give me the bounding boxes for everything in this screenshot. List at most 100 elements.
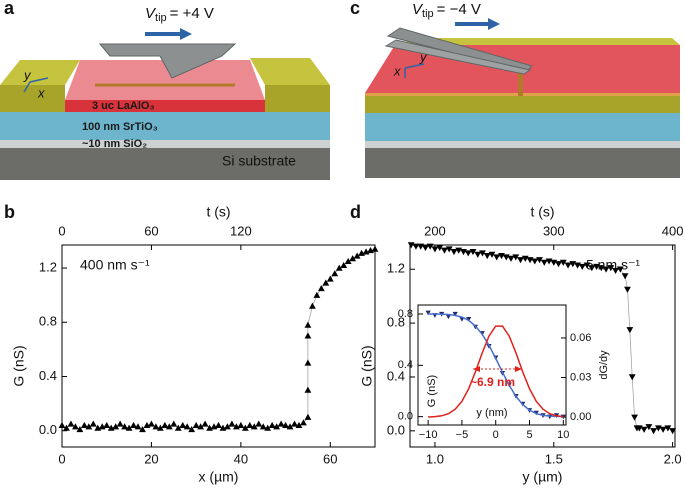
data-point: [259, 423, 267, 430]
x-tick-label: 1.0: [426, 451, 444, 466]
data-point: [277, 420, 285, 427]
y-tick-label: 0.8: [387, 315, 405, 330]
tip-symbol: V: [145, 5, 157, 22]
data-point: [531, 258, 539, 265]
data-point: [304, 332, 312, 339]
data-point: [116, 420, 124, 427]
x2-tick-label: 300: [543, 223, 565, 238]
data-point: [445, 246, 453, 253]
arrow-head: [515, 366, 522, 372]
data-point: [170, 420, 178, 427]
x-tick-label: 5: [526, 429, 532, 441]
axis-letter: y: [23, 67, 32, 82]
schematic-c: c Vtip = −4 V y x: [350, 0, 680, 178]
tip-subscript: tip: [422, 8, 434, 20]
data-point: [295, 421, 303, 429]
tip-symbol: V: [412, 1, 424, 18]
y-tick-label: 0.0: [39, 422, 57, 437]
data-point: [536, 257, 543, 264]
data-point: [659, 426, 667, 433]
data-point: [130, 421, 137, 429]
data-point: [250, 423, 258, 430]
schematic-a: a Vtip = +4 V y x 3 uc LaAlO₃ 100 nm SrTi…: [0, 0, 330, 180]
x2-tick-label: 120: [230, 223, 252, 238]
x-axis-label: y (nm): [476, 407, 507, 419]
data-point: [89, 420, 97, 427]
tip-value: = +4 V: [170, 5, 214, 22]
data-point: [264, 424, 272, 431]
data-point: [422, 244, 429, 252]
y-tick-label: 0.4: [39, 368, 57, 383]
data-point: [349, 255, 357, 262]
data-point: [607, 265, 615, 272]
x-tick-label: 60: [323, 451, 337, 466]
arrow-head: [473, 366, 480, 372]
annotation: ~6.9 nm: [470, 375, 515, 389]
data-point: [555, 261, 562, 268]
x-tick-label: 0: [493, 429, 499, 441]
x-tick-label: 20: [144, 451, 158, 466]
data-point: [188, 425, 196, 433]
data-point: [309, 302, 316, 309]
panel-label: d: [350, 202, 361, 222]
data-point: [436, 244, 444, 252]
data-point: [304, 321, 312, 328]
data-point: [517, 257, 524, 264]
data-point: [246, 421, 254, 429]
y2-tick-label: 0.06: [570, 332, 591, 344]
data-point: [488, 251, 496, 258]
y-tick-label: 0.0: [398, 411, 413, 423]
data-point: [317, 284, 325, 292]
y2-tick-label: 0.03: [570, 371, 591, 383]
x-tick-label: 10: [557, 429, 569, 441]
tip-value: = −4 V: [437, 1, 481, 18]
data-point: [464, 250, 472, 257]
data-point: [304, 359, 312, 366]
data-point: [559, 259, 567, 266]
data-point: [450, 249, 458, 256]
series-line: [428, 325, 564, 418]
x-tick-label: 1.5: [545, 451, 563, 466]
data-point: [340, 261, 348, 269]
data-point: [134, 423, 142, 430]
layer-label: ~10 nm SiO₂: [82, 138, 147, 150]
panel-label: a: [4, 0, 15, 18]
data-point: [335, 264, 343, 271]
y-tick-label: 0.8: [398, 308, 413, 320]
series-line: [428, 313, 564, 418]
data-point: [452, 311, 458, 317]
y-tick-label: 1.2: [39, 259, 57, 274]
x-tick-label: 40: [234, 451, 248, 466]
data-point: [273, 423, 281, 430]
data-point: [304, 413, 312, 420]
data-point: [291, 420, 298, 427]
data-point: [493, 254, 501, 261]
data-point: [650, 428, 658, 435]
x-tick-label: 0: [58, 451, 65, 466]
data-point: [507, 255, 515, 262]
plot-frame: [417, 304, 567, 426]
data-point: [469, 249, 477, 256]
data-point: [474, 251, 482, 258]
plot-frame: [61, 244, 376, 448]
axis-letter: y: [419, 49, 428, 64]
data-point: [540, 259, 548, 266]
data-point: [353, 252, 361, 259]
data-point: [322, 279, 330, 286]
x-tick-label: −10: [419, 429, 438, 441]
data-point: [578, 263, 586, 270]
data-point: [326, 275, 334, 282]
data-point: [112, 423, 120, 430]
y-tick-label: 0.8: [39, 314, 57, 329]
data-point: [331, 270, 339, 277]
data-point: [282, 421, 289, 429]
x2-tick-label: 0: [58, 223, 65, 238]
x2-axis-label: t (s): [530, 204, 554, 220]
data-point: [631, 414, 638, 421]
data-point: [441, 247, 448, 254]
tip-label: Vtip = −4 V: [412, 1, 481, 20]
data-point: [300, 419, 307, 426]
data-point: [412, 243, 420, 250]
layer-label: Si substrate: [222, 153, 296, 169]
